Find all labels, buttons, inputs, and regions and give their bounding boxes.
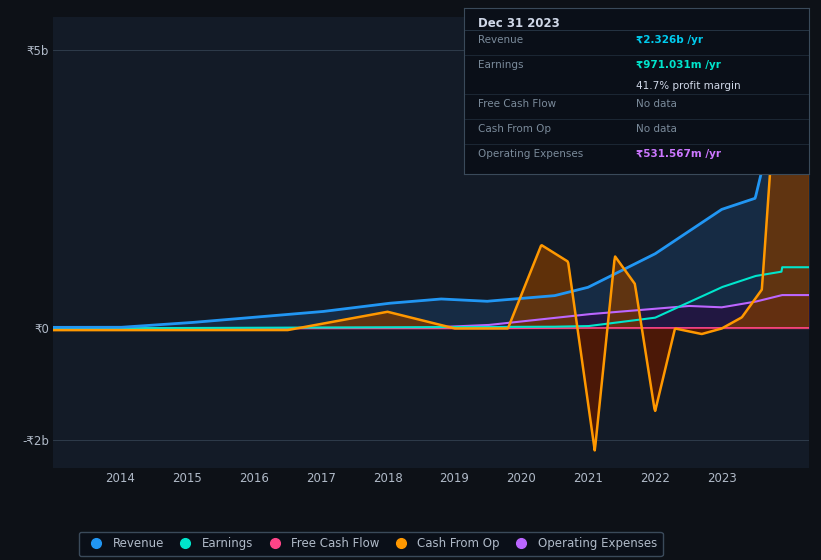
Text: Earnings: Earnings [478,59,523,69]
Text: Dec 31 2023: Dec 31 2023 [478,17,559,30]
Text: No data: No data [636,124,677,134]
Text: Free Cash Flow: Free Cash Flow [478,99,556,109]
Text: No data: No data [636,99,677,109]
Legend: Revenue, Earnings, Free Cash Flow, Cash From Op, Operating Expenses: Revenue, Earnings, Free Cash Flow, Cash … [79,531,663,557]
Text: ₹2.326b /yr: ₹2.326b /yr [636,35,704,45]
Text: ₹531.567m /yr: ₹531.567m /yr [636,149,722,159]
Text: ₹971.031m /yr: ₹971.031m /yr [636,59,721,69]
Text: Revenue: Revenue [478,35,523,45]
Text: Cash From Op: Cash From Op [478,124,551,134]
Text: Operating Expenses: Operating Expenses [478,149,583,159]
Text: 41.7% profit margin: 41.7% profit margin [636,81,741,91]
